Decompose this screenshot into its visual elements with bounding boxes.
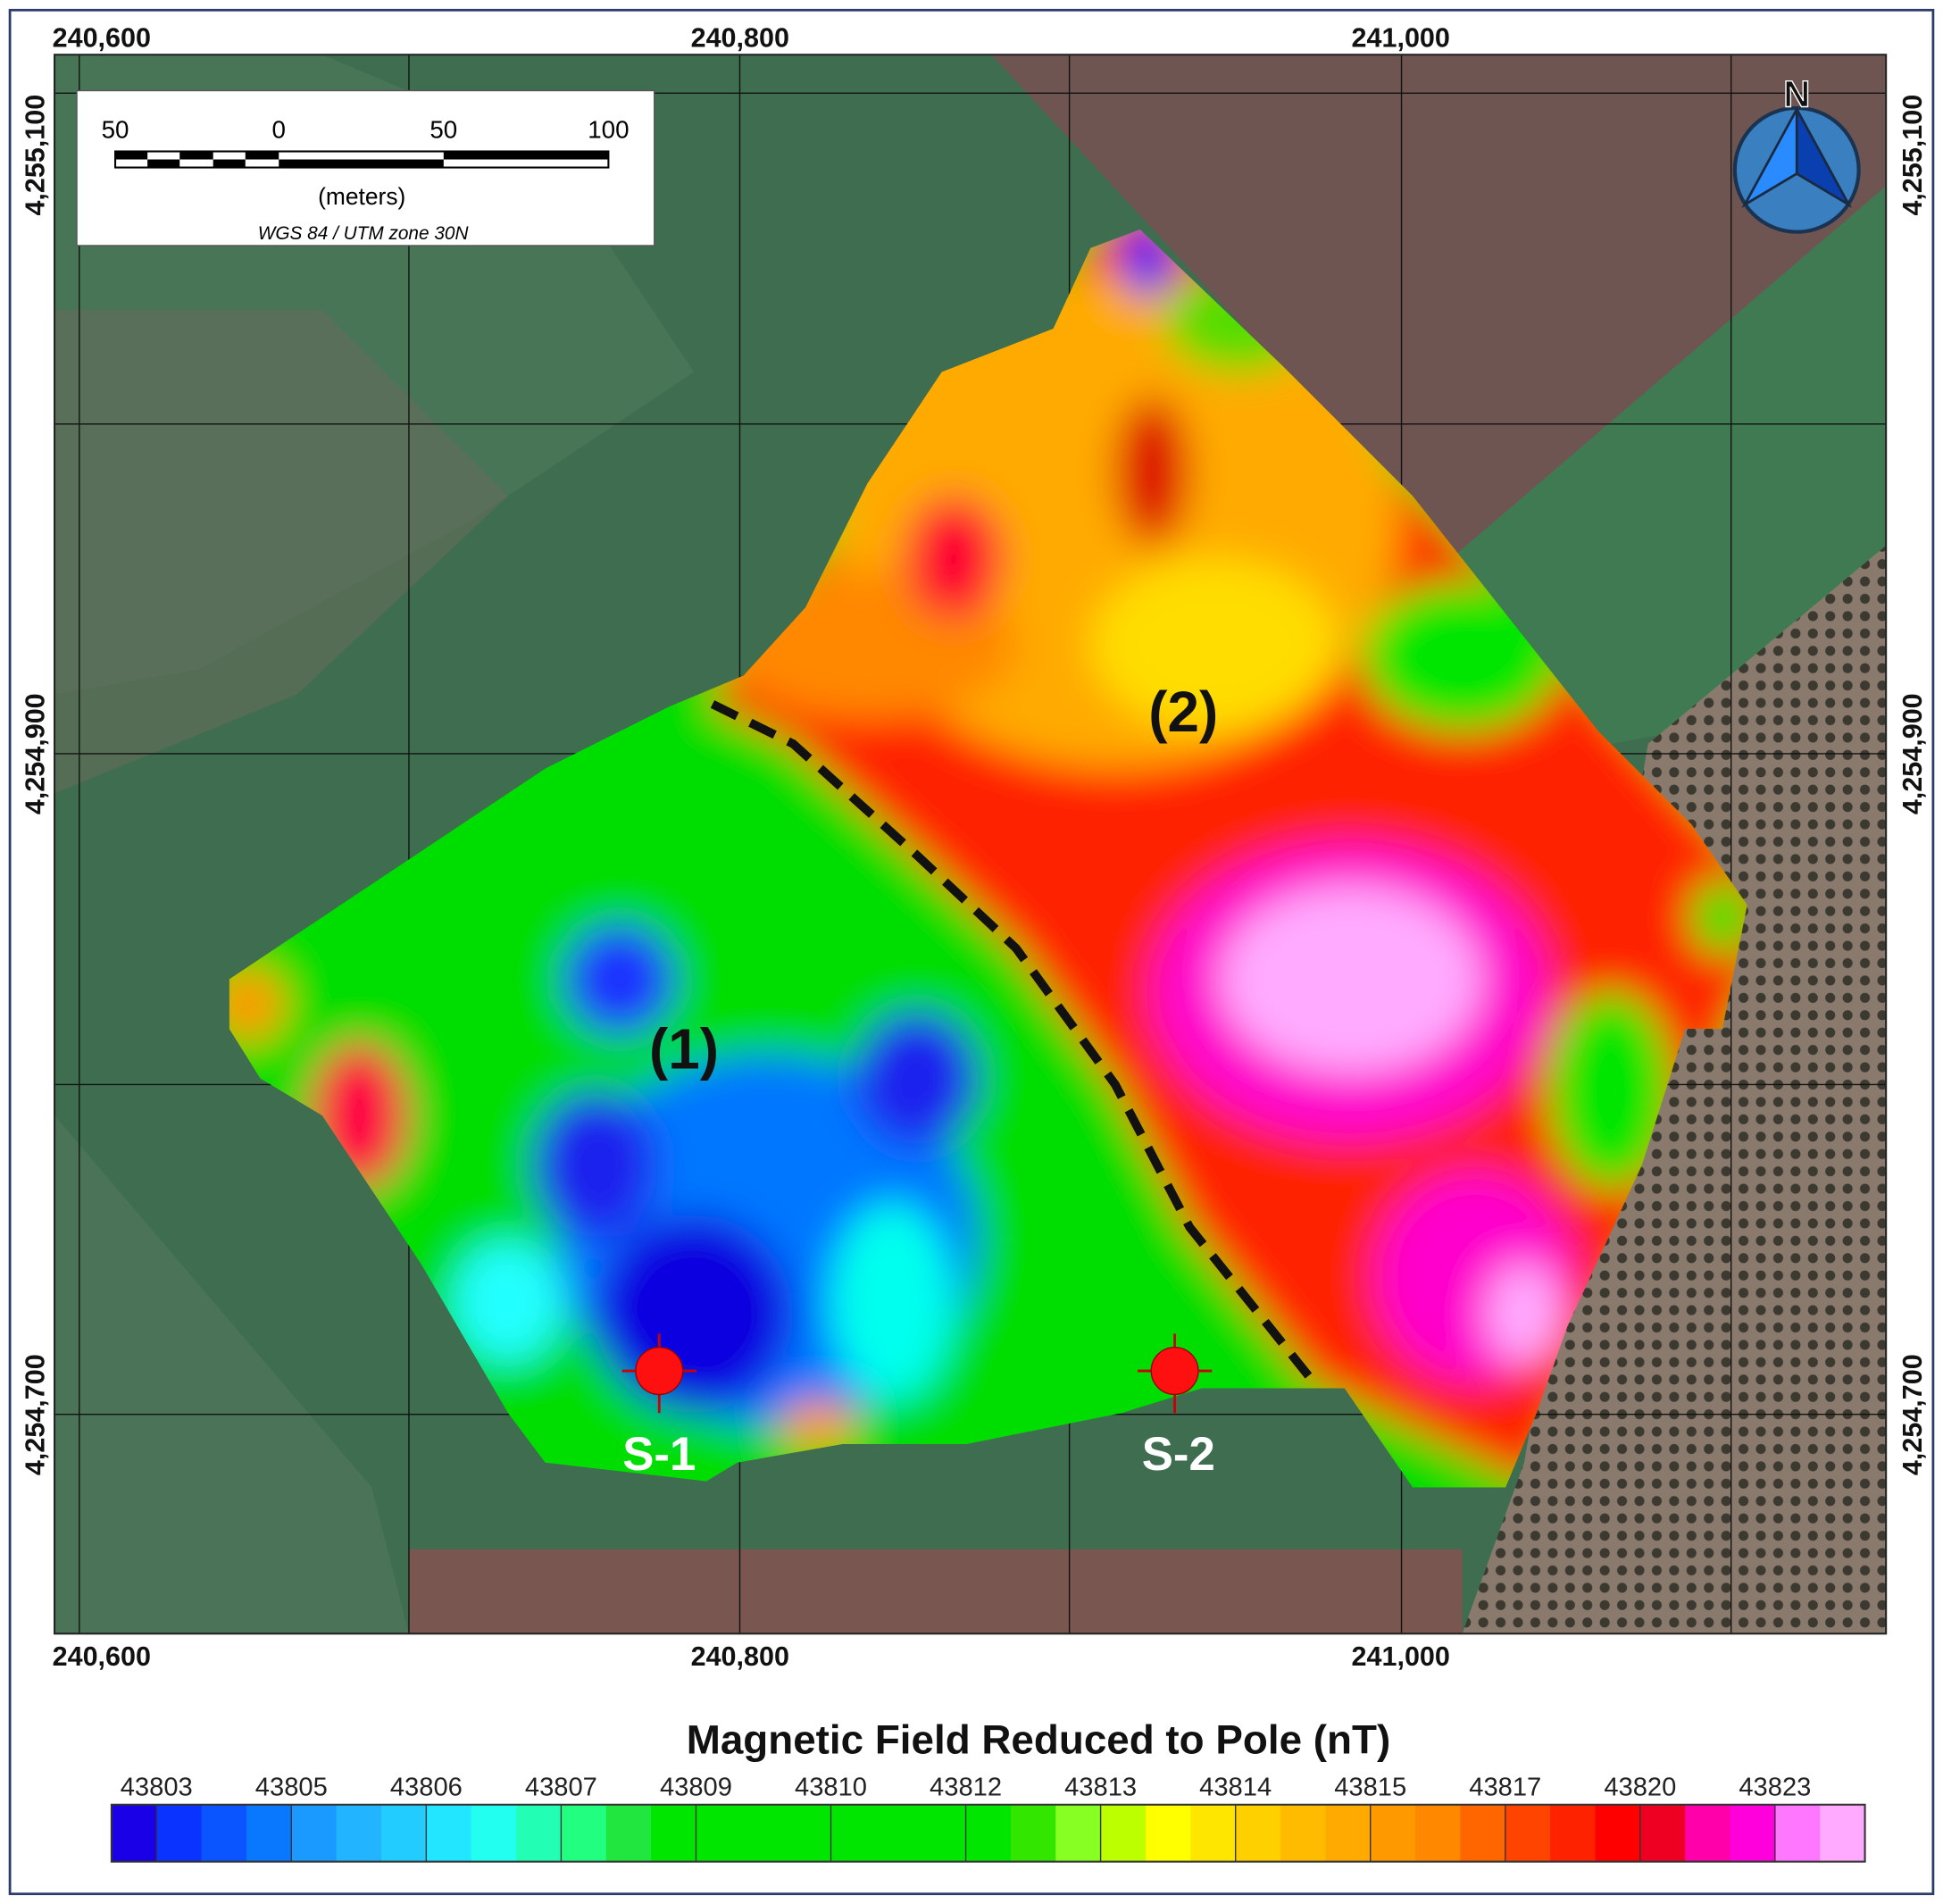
color-cell [471,1804,517,1862]
color-cell [786,1804,832,1862]
color-cell [1774,1804,1821,1862]
color-cell [1325,1804,1372,1862]
color-cell [516,1804,563,1862]
colorbar-tick-label: 43813 [1064,1773,1137,1801]
color-cell [1145,1804,1192,1862]
x-coord-label: 240,800 [691,23,789,54]
colorbar-tick-label: 43823 [1739,1773,1811,1801]
colorbar-tick-label: 43815 [1334,1773,1406,1801]
station-marker [1150,1347,1199,1396]
color-cell [561,1804,607,1862]
station-label: S-1 [622,1428,696,1481]
scale-segment [115,151,148,160]
color-cell [1595,1804,1641,1862]
scale-label: 50 [102,116,129,144]
projection: WGS 84 / UTM zone 30N [258,223,470,244]
figure-border [8,8,1935,1896]
color-cell [1370,1804,1416,1862]
scale-segment [443,151,609,160]
scale-bar: 50 0 50 100 (meters) WGS 84 / UTM zone 3… [76,89,655,246]
color-cell [651,1804,697,1862]
y-coord-label: 4,255,100 [21,95,51,216]
x-coord-label: 240,800 [691,1641,789,1672]
x-coord-label: 240,600 [53,23,151,54]
station: S-2 [1137,1333,1215,1481]
color-cell [1460,1804,1506,1862]
colorbar-tick-label: 43806 [390,1773,463,1801]
color-cell [201,1804,247,1862]
zone-boundary [710,700,1317,1385]
map-frame [54,54,1888,1635]
color-cell [156,1804,203,1862]
x-coord-label: 241,000 [1352,23,1450,54]
x-coord-label: 241,000 [1352,1641,1450,1672]
color-cell [696,1804,742,1862]
zone-label: (1) [649,1017,719,1081]
color-cell [830,1804,877,1862]
color-cell [336,1804,382,1862]
color-cell [875,1804,921,1862]
y-coord-label: 4,254,700 [1897,1354,1928,1475]
color-cell [1100,1804,1147,1862]
colorbar-tick-label: 43812 [930,1773,1002,1801]
legend-title: Magnetic Field Reduced to Pole (nT) [687,1716,1391,1762]
colorbar-frame [110,1803,1866,1863]
y-coord-label: 4,255,100 [1897,95,1928,216]
color-cell [1235,1804,1281,1862]
color-cell [246,1804,292,1862]
color-cell [965,1804,1012,1862]
y-coord-label: 4,254,900 [1897,693,1928,814]
colorbar-tick-label: 43805 [255,1773,328,1801]
scale-segment [147,159,180,168]
colorbar-tick-label: 43810 [795,1773,867,1801]
color-cell [1415,1804,1462,1862]
scale-label: 0 [272,116,286,144]
north-arrow: N [1732,72,1861,234]
color-cell [1280,1804,1327,1862]
color-cell [921,1804,967,1862]
zone-label: (2) [1148,680,1218,744]
station: S-1 [621,1333,696,1481]
scale-unit: (meters) [318,183,405,210]
color-cell [1055,1804,1102,1862]
y-coord-label: 4,254,900 [21,693,51,814]
scale-segment [213,159,246,168]
north-arrow-half [1741,108,1798,208]
color-cell [1820,1804,1866,1862]
x-coord-label: 240,600 [53,1641,151,1672]
north-label: N [1783,72,1810,114]
colorbar-tick-label: 43814 [1199,1773,1272,1801]
color-cell [1190,1804,1237,1862]
scale-segment [279,159,444,168]
colorbar-tick-label: 43817 [1469,1773,1541,1801]
colorbar-tick-label: 43820 [1604,1773,1676,1801]
color-cell [605,1804,652,1862]
scale-segment [179,151,213,160]
color-cell [291,1804,338,1862]
colorbar-tick-label: 43807 [525,1773,597,1801]
colorbar: 43803 43805 43806 43807 43809 43810 43812 43813… [110,1773,1866,1863]
color-cell [111,1804,157,1862]
scale-label: 50 [429,116,457,144]
y-coord-label: 4,254,700 [21,1354,51,1475]
station-marker [635,1347,684,1396]
color-cell [426,1804,472,1862]
color-cell [740,1804,787,1862]
color-cell [1010,1804,1056,1862]
colorbar-tick-label: 43803 [121,1773,193,1801]
scale-label: 100 [588,116,629,144]
colorbar-tick-label: 43809 [660,1773,732,1801]
color-cell [1505,1804,1551,1862]
color-cell [1550,1804,1597,1862]
color-cell [1730,1804,1776,1862]
station-label: S-2 [1142,1428,1215,1481]
scale-segment [245,151,279,160]
color-cell [1685,1804,1731,1862]
coordinate-labels: 240,600 240,600 240,800 240,800 241,000 241,0… [21,23,1928,1672]
color-cell [381,1804,428,1862]
color-cell [1639,1804,1686,1862]
